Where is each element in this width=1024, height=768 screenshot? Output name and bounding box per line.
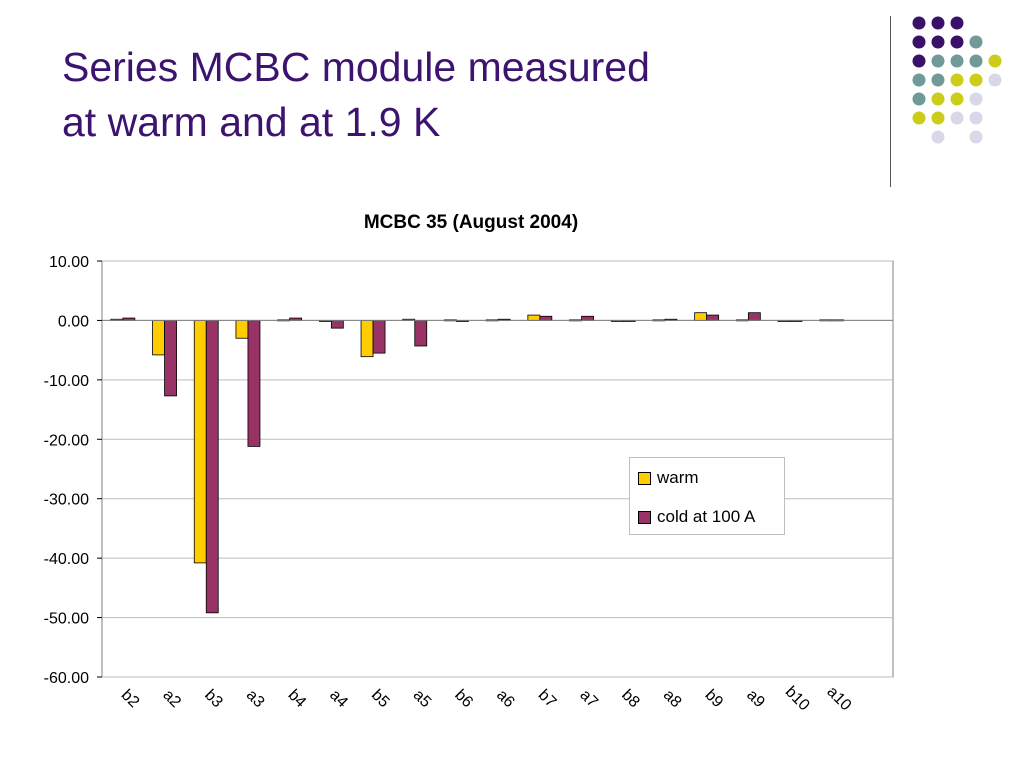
bar-cold-a9 (747, 312, 761, 321)
decorative-dot (969, 73, 983, 87)
decorative-dot (931, 130, 945, 144)
bar-cold-a7 (581, 315, 594, 321)
x-tick-label: b10 (782, 683, 813, 714)
y-tick-label: -10.00 (44, 373, 89, 390)
decorative-dot (912, 111, 926, 125)
y-tick-label: -20.00 (44, 432, 89, 449)
bar-warm-b5 (360, 320, 374, 358)
decorative-dot (988, 73, 1002, 87)
decorative-dot (969, 111, 983, 125)
decorative-dot (931, 92, 945, 106)
x-tick-label: a5 (410, 687, 435, 712)
decorative-dot (912, 35, 926, 49)
x-tick-label: b2 (118, 687, 143, 712)
chart-legend: warm cold at 100 A (629, 457, 785, 535)
decorative-dot (950, 92, 964, 106)
decorative-dot (950, 16, 964, 30)
x-tick-label: a7 (576, 687, 601, 712)
decorative-dot (931, 73, 945, 87)
bar-cold-a4 (330, 320, 344, 329)
y-tick-label: -30.00 (44, 492, 89, 509)
bar-warm-b7 (527, 314, 541, 321)
legend-label-warm: warm (657, 468, 699, 487)
x-tick-label: b8 (618, 687, 643, 712)
x-tick-label: a6 (493, 687, 518, 712)
decorative-dot (969, 35, 983, 49)
y-tick-label: 0.00 (58, 313, 89, 330)
decorative-dot (950, 111, 964, 125)
bar-warm-a3 (235, 320, 249, 339)
x-tick-label: b6 (451, 687, 476, 712)
decorative-dot (912, 92, 926, 106)
y-tick-label: 10.00 (49, 254, 89, 271)
bar-warm-b9 (694, 312, 708, 321)
decorative-dot (969, 54, 983, 68)
y-tick-label: -60.00 (44, 670, 89, 687)
decorative-dot (931, 35, 945, 49)
decorative-dot (950, 35, 964, 49)
divider-line (890, 16, 891, 187)
decorative-dot (931, 54, 945, 68)
x-tick-label: b3 (201, 687, 226, 712)
legend-swatch-warm (638, 471, 651, 485)
legend-swatch-cold (638, 510, 651, 524)
bar-cold-b9 (706, 314, 720, 321)
decorative-dot (969, 130, 983, 144)
x-tick-label: b5 (368, 687, 393, 712)
x-tick-label: a3 (243, 687, 268, 712)
y-tick-label: -40.00 (44, 551, 89, 568)
decorative-dot (912, 73, 926, 87)
legend-item-warm: warm (638, 468, 699, 488)
slide-title: Series MCBC module measured at warm and … (62, 40, 650, 150)
bar-warm-b3 (193, 320, 207, 564)
x-tick-label: a8 (660, 687, 685, 712)
slide-title-line-1: Series MCBC module measured (62, 44, 650, 90)
x-tick-label: a2 (159, 687, 184, 712)
decorative-dot (912, 16, 926, 30)
decorative-dot (988, 54, 1002, 68)
x-tick-label: a10 (823, 683, 854, 714)
x-tick-label: a9 (743, 687, 768, 712)
chart-title: MCBC 35 (August 2004) (364, 212, 578, 233)
decorative-dot (950, 73, 964, 87)
decorative-dot (931, 16, 945, 30)
bar-cold-b5 (372, 320, 386, 354)
bar-cold-b7 (539, 315, 553, 321)
x-tick-label: a4 (326, 687, 351, 712)
y-tick-label: -50.00 (44, 611, 89, 628)
bar-cold-a2 (164, 320, 177, 397)
bar-cold-b3 (205, 320, 219, 614)
x-tick-label: b9 (702, 687, 727, 712)
bar-warm-a2 (152, 320, 165, 356)
decorative-dot (969, 92, 983, 106)
bar-cold-a3 (247, 320, 261, 447)
decorative-dot (912, 54, 926, 68)
bar-cold-a5 (414, 320, 428, 347)
slide-title-line-2: at warm and at 1.9 K (62, 99, 441, 145)
decorative-dot-grid (912, 16, 1002, 144)
legend-item-cold: cold at 100 A (638, 507, 755, 527)
x-tick-label: b7 (535, 687, 560, 712)
x-tick-label: b4 (285, 687, 310, 712)
decorative-dot (950, 54, 964, 68)
legend-label-cold: cold at 100 A (657, 507, 756, 526)
decorative-dot (931, 111, 945, 125)
